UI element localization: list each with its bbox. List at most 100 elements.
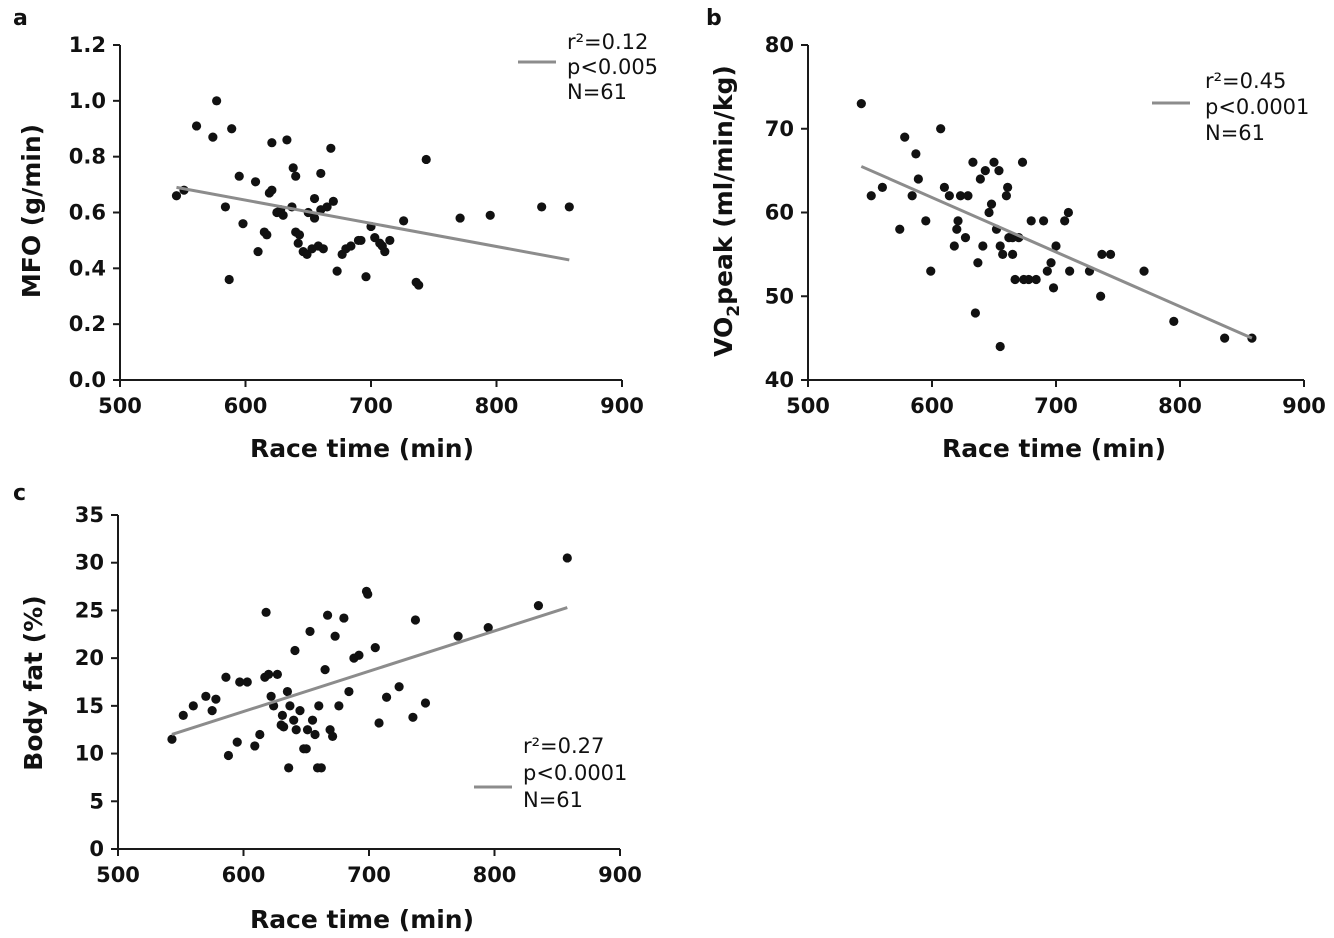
data-point — [975, 174, 985, 184]
data-point — [1060, 216, 1070, 226]
y-tick-label: 0.4 — [69, 256, 106, 280]
data-point — [356, 235, 366, 246]
data-point — [211, 694, 221, 704]
data-point — [1031, 274, 1041, 285]
x-axis: 500 600 700 800 900 — [96, 848, 642, 887]
data-point — [421, 154, 431, 165]
data-point — [968, 157, 978, 167]
y-tick-label: 0 — [89, 837, 104, 861]
data-point — [221, 672, 231, 682]
data-point — [238, 219, 248, 229]
data-point — [305, 626, 315, 637]
y-axis-title: MFO (g/min) — [17, 124, 46, 298]
data-point — [288, 163, 298, 173]
data-point — [408, 712, 418, 722]
data-point — [1105, 249, 1116, 259]
data-point — [1024, 274, 1034, 285]
data-point — [220, 202, 231, 212]
data-point — [989, 157, 999, 167]
y-tick-label: 50 — [765, 284, 794, 308]
data-point — [380, 246, 390, 257]
regression-line — [860, 165, 1253, 340]
x-tick-label: 800 — [475, 394, 519, 418]
data-point — [201, 691, 211, 701]
data-point — [224, 274, 234, 285]
data-point — [939, 182, 950, 192]
data-point — [984, 207, 994, 218]
data-point — [291, 725, 301, 735]
x-tick-label: 700 — [347, 863, 391, 887]
data-point — [314, 701, 324, 711]
data-point — [291, 171, 301, 181]
y-axis: 0.0 0.2 0.4 0.6 0.8 1.0 1.2 — [69, 33, 121, 392]
y-tick-label: 10 — [75, 742, 104, 766]
x-tick-label: 700 — [349, 394, 393, 418]
data-point — [267, 185, 277, 195]
data-point — [537, 202, 547, 212]
data-point — [960, 233, 971, 243]
data-point — [294, 230, 305, 240]
data-point — [1026, 216, 1036, 226]
x-axis-title: Race time (min) — [250, 434, 474, 463]
stat-n: N=61 — [567, 80, 627, 104]
data-point — [328, 731, 338, 741]
x-tick-label: 800 — [473, 863, 517, 887]
data-point — [316, 763, 326, 773]
data-point — [455, 213, 465, 223]
data-point — [282, 135, 292, 145]
x-tick-label: 800 — [1158, 394, 1202, 418]
data-point — [483, 623, 493, 633]
data-point — [895, 224, 905, 234]
data-point — [963, 191, 973, 201]
stat-p-value: p<0.0001 — [523, 761, 627, 785]
data-point — [289, 715, 299, 725]
data-point — [277, 710, 288, 721]
y-tick-label: 15 — [75, 694, 104, 718]
data-point — [272, 669, 282, 679]
data-point — [533, 601, 544, 611]
data-points — [167, 553, 572, 773]
regression-line — [171, 606, 568, 736]
data-point — [1017, 157, 1028, 167]
data-point — [309, 193, 320, 204]
stat-n: N=61 — [523, 788, 583, 812]
data-point — [1169, 316, 1179, 326]
panel-label: c — [13, 481, 26, 506]
data-point — [282, 686, 293, 697]
data-point — [363, 589, 373, 599]
data-point — [953, 216, 963, 226]
data-point — [232, 737, 242, 747]
data-point — [250, 741, 260, 751]
x-axis: 500 600 700 800 900 — [98, 379, 644, 418]
data-point — [234, 171, 244, 181]
data-point — [316, 168, 326, 179]
data-point — [309, 213, 320, 223]
stats-legend: r²=0.27 p<0.0001 N=61 — [474, 734, 627, 812]
data-point — [1008, 249, 1018, 259]
data-point — [207, 706, 217, 716]
data-point — [301, 744, 311, 754]
data-point — [262, 230, 272, 240]
data-point — [1010, 274, 1020, 285]
x-tick-label: 900 — [1282, 394, 1326, 418]
data-point — [926, 266, 936, 276]
data-point — [318, 244, 328, 254]
data-point — [394, 682, 404, 692]
data-point — [1097, 249, 1107, 259]
data-point — [1051, 241, 1061, 251]
data-point — [995, 341, 1005, 352]
y-tick-label: 20 — [75, 646, 104, 670]
data-point — [1139, 266, 1149, 276]
panel-label: a — [13, 6, 28, 31]
x-axis-title: Race time (min) — [250, 905, 474, 934]
data-point — [973, 258, 983, 268]
data-point — [1001, 191, 1012, 201]
data-point — [330, 631, 340, 641]
x-tick-label: 900 — [600, 394, 644, 418]
y-axis: 0 5 10 15 20 25 30 35 — [75, 503, 119, 861]
x-tick-label: 500 — [98, 394, 142, 418]
y-axis-title-subscript: 2 — [724, 305, 744, 317]
y-tick-label: 1.0 — [69, 89, 106, 113]
data-point — [485, 210, 495, 220]
y-tick-label: 80 — [765, 33, 794, 57]
